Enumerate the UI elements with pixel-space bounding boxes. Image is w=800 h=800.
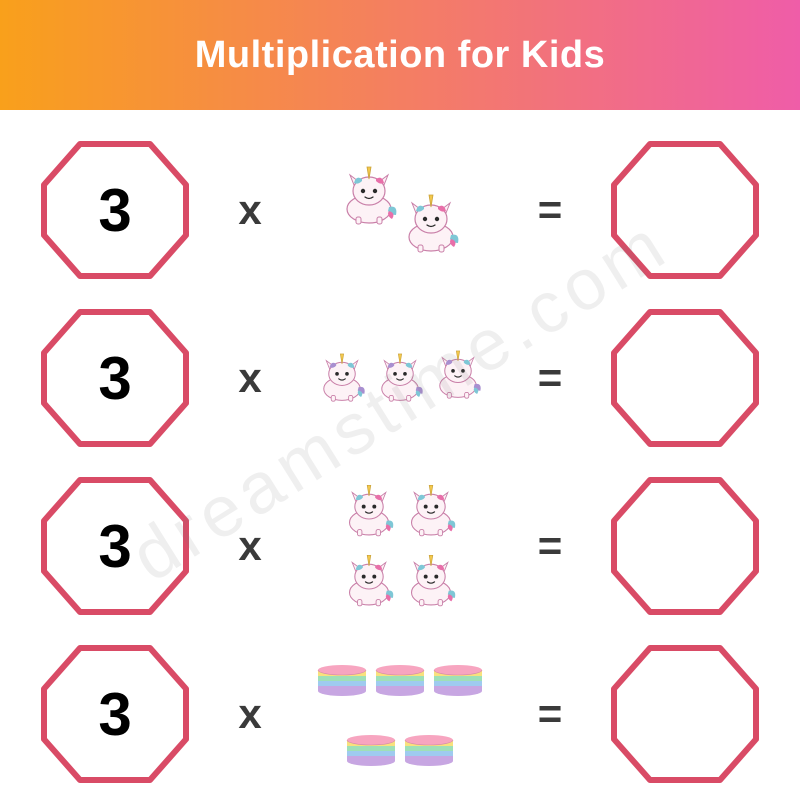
worksheet: 3x =3x <box>0 110 800 800</box>
equation-row: 3x <box>40 308 760 448</box>
multiplicand-number: 3 <box>98 512 131 581</box>
times-operator: x <box>230 186 270 234</box>
unicorn-icon <box>313 352 371 404</box>
unicorn-icon <box>396 193 466 255</box>
unicorn-icon <box>334 165 404 227</box>
unicorn-icon <box>429 349 487 401</box>
rainbow-cake-icon <box>343 731 399 767</box>
answer-octagon[interactable] <box>610 476 760 616</box>
multiplier-images <box>310 308 490 448</box>
multiplicand-octagon: 3 <box>40 476 190 616</box>
equals-operator: = <box>530 522 570 570</box>
times-operator: x <box>230 522 270 570</box>
multiplier-images <box>310 644 490 784</box>
multiplicand-number: 3 <box>98 176 131 245</box>
answer-octagon[interactable] <box>610 644 760 784</box>
multiplier-images <box>310 476 490 616</box>
times-operator: x <box>230 690 270 738</box>
multiplicand-octagon: 3 <box>40 308 190 448</box>
equals-operator: = <box>530 690 570 738</box>
multiplicand-octagon: 3 <box>40 140 190 280</box>
rainbow-cake-icon <box>314 661 370 697</box>
equals-operator: = <box>530 186 570 234</box>
multiplicand-number: 3 <box>98 344 131 413</box>
equation-row: 3 x = <box>40 140 760 280</box>
unicorn-icon <box>371 352 429 404</box>
multiplier-images <box>310 140 490 280</box>
rainbow-cake-icon <box>430 661 486 697</box>
rainbow-cake-icon <box>372 661 428 697</box>
multiplicand-number: 3 <box>98 680 131 749</box>
unicorn-icon <box>338 552 400 610</box>
equation-row: 3 x = <box>40 644 760 784</box>
equals-operator: = <box>530 354 570 402</box>
times-operator: x <box>230 354 270 402</box>
answer-octagon[interactable] <box>610 140 760 280</box>
answer-octagon[interactable] <box>610 308 760 448</box>
unicorn-icon <box>400 552 462 610</box>
unicorn-icon <box>338 482 400 540</box>
multiplicand-octagon: 3 <box>40 644 190 784</box>
unicorn-icon <box>400 482 462 540</box>
header: Multiplication for Kids <box>0 0 800 110</box>
equation-row: 3x <box>40 476 760 616</box>
rainbow-cake-icon <box>401 731 457 767</box>
page-title: Multiplication for Kids <box>195 34 605 77</box>
